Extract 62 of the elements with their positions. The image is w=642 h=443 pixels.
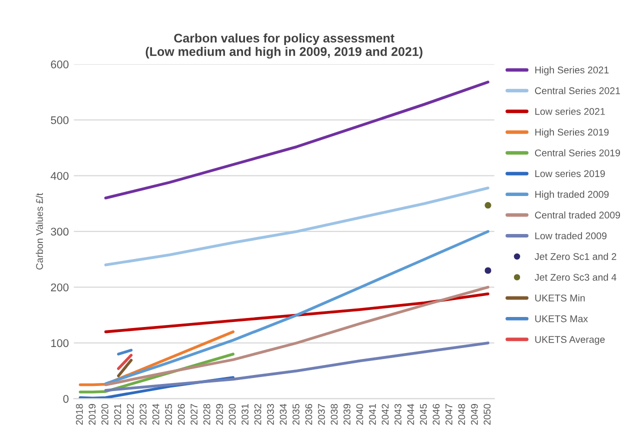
x-tick-label: 2035 <box>292 404 300 425</box>
x-tick-label: 2026 <box>178 404 185 425</box>
legend-label: Low series 2021 <box>535 108 605 115</box>
legend-label: High Series 2019 <box>535 128 609 138</box>
line-series <box>104 286 490 386</box>
x-tick-label: 2018 <box>76 404 83 425</box>
legend-label: High Series 2021 <box>535 66 609 76</box>
x-tick-label: 2033 <box>267 404 274 425</box>
y-tick-label: 600 <box>50 60 69 68</box>
line-series <box>104 292 490 334</box>
x-tick-label: 2048 <box>458 404 466 425</box>
x-tick-label: 2025 <box>165 404 172 425</box>
x-tick-label: 2024 <box>152 404 160 425</box>
x-tick-label: 2050 <box>484 404 491 425</box>
y-tick-label: 500 <box>50 116 69 124</box>
x-tick-label: 2031 <box>242 404 248 425</box>
x-tick-label: 2032 <box>254 404 262 425</box>
legend-label: Jet Zero Sc1 and 2 <box>534 252 616 260</box>
x-tick-label: 2030 <box>228 404 236 425</box>
x-tick-label: 2027 <box>190 404 198 425</box>
legend-label: Central Series 2021 <box>535 87 620 94</box>
x-tick-label: 2037 <box>318 404 325 425</box>
legend-label: UKETS Average <box>535 336 605 345</box>
x-tick-label: 2038 <box>330 404 338 425</box>
x-tick-label: 2021 <box>114 404 122 425</box>
y-tick-label: 0 <box>63 394 69 403</box>
chart-title: Carbon values for policy assessment (Low medium and high in 2009, 2019 and 2021) <box>146 33 422 59</box>
x-tick-label: 2028 <box>203 404 210 425</box>
x-tick-label: 2046 <box>432 404 440 425</box>
legend-label: Central Series 2019 <box>535 149 620 156</box>
legend-label: Jet Zero Sc3 and 4 <box>534 274 616 281</box>
x-tick-label: 2041 <box>369 404 376 425</box>
x-tick-label: 2047 <box>445 404 452 425</box>
legend-label: Low traded 2009 <box>535 232 606 240</box>
x-tick-label: 2023 <box>140 404 147 425</box>
x-tick-label: 2020 <box>101 404 108 425</box>
line-series <box>104 342 490 392</box>
y-tick-label: 300 <box>50 228 69 236</box>
legend-label: UKETS Max <box>535 315 588 322</box>
x-tick-label: 2044 <box>407 404 414 425</box>
x-tick-label: 2039 <box>344 404 350 425</box>
legend-label: Central traded 2009 <box>535 211 620 219</box>
line-series <box>104 230 490 386</box>
x-tick-label: 2043 <box>394 404 402 425</box>
x-tick-label: 2049 <box>470 404 478 425</box>
x-tick-label: 2022 <box>126 404 134 425</box>
y-tick-label: 200 <box>50 283 69 292</box>
line-series <box>104 80 490 200</box>
y-axis-title: Carbon Values £/t <box>36 192 43 270</box>
y-tick-label: 400 <box>50 172 69 180</box>
x-tick-label: 2036 <box>305 404 312 425</box>
x-tick-label: 2019 <box>88 404 96 425</box>
legend-label: High traded 2009 <box>535 190 609 200</box>
x-tick-label: 2034 <box>280 404 287 425</box>
x-tick-label: 2042 <box>382 404 389 425</box>
legend-label: UKETS Min <box>535 294 585 302</box>
y-tick-label: 100 <box>51 339 69 348</box>
x-tick-label: 2040 <box>356 404 364 425</box>
line-series <box>104 186 490 266</box>
x-tick-label: 2045 <box>420 404 427 425</box>
x-tick-label: 2029 <box>216 404 223 425</box>
legend-label: Low series 2019 <box>535 170 605 178</box>
